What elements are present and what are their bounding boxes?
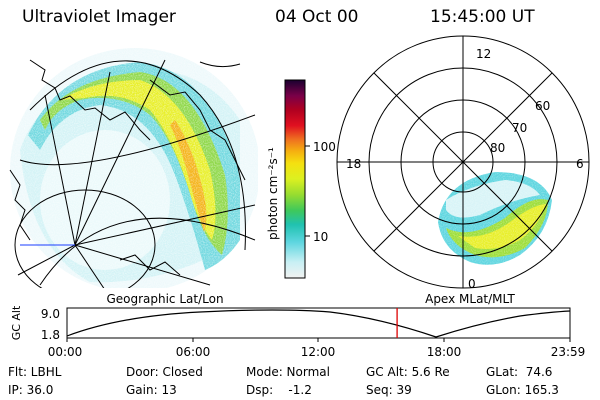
instrument-title: Ultraviolet Imager [22, 7, 176, 27]
lat-lon-grid [14, 59, 256, 288]
dsp-info: Dsp: -1.2 [246, 383, 312, 397]
gain-info: Gain: 13 [126, 383, 177, 397]
polar-plot: 12 18 6 0 60 70 80 [336, 35, 590, 291]
altitude-plot: 9.0 1.8 GC Alt 00:00 06:00 12:00 18:00 2… [10, 305, 585, 359]
door-info: Door: Closed [126, 365, 203, 379]
mlt-label-6: 6 [576, 157, 584, 171]
colorbar-gradient [284, 79, 306, 279]
ip-info: IP: 36.0 [8, 383, 54, 397]
colorbar-tick-10: 10 [313, 230, 328, 244]
polar-caption: Apex MLat/MLT [425, 292, 515, 306]
polar-cap-region [40, 130, 170, 270]
glon-info: GLon: 165.3 [486, 383, 559, 397]
time-tick-2359: 23:59 [551, 345, 586, 359]
mlt-label-18: 18 [346, 157, 361, 171]
flt-info: Flt: LBHL [8, 365, 62, 379]
mlt-label-12: 12 [476, 47, 491, 61]
gcalt-info: GC Alt: 5.6 Re [366, 365, 450, 379]
alt-tick-high: 9.0 [41, 307, 60, 321]
left-map-caption: Geographic Lat/Lon [106, 292, 223, 306]
glat-info: GLat: 74.6 [486, 365, 553, 379]
lat-label-70: 70 [512, 121, 527, 135]
geographic-image [2, 42, 258, 288]
alt-axis-label: GC Alt [10, 305, 23, 340]
colorbar-tick-100: 100 [313, 140, 336, 154]
alt-tick-low: 1.8 [41, 328, 60, 342]
seq-info: Seq: 39 [366, 383, 412, 397]
time-label: 15:45:00 UT [430, 7, 535, 27]
coastlines [9, 59, 246, 276]
colorbar-unit-label: photon cm⁻²s⁻¹ [266, 147, 280, 240]
altitude-curve [66, 309, 571, 338]
mode-info: Mode: Normal [246, 365, 330, 379]
lat-label-60: 60 [535, 99, 550, 113]
date-label: 04 Oct 00 [275, 7, 359, 27]
time-tick-1200: 12:00 [301, 345, 336, 359]
time-tick-0000: 00:00 [48, 345, 83, 359]
polar-grid [336, 35, 590, 289]
time-tick-1800: 18:00 [427, 345, 462, 359]
altitude-plot-frame [66, 307, 571, 339]
mlt-label-0: 0 [468, 277, 476, 291]
lat-label-80: 80 [490, 141, 505, 155]
colorbar: 100 10 photon cm⁻²s⁻¹ [266, 79, 336, 279]
time-tick-0600: 06:00 [176, 345, 211, 359]
